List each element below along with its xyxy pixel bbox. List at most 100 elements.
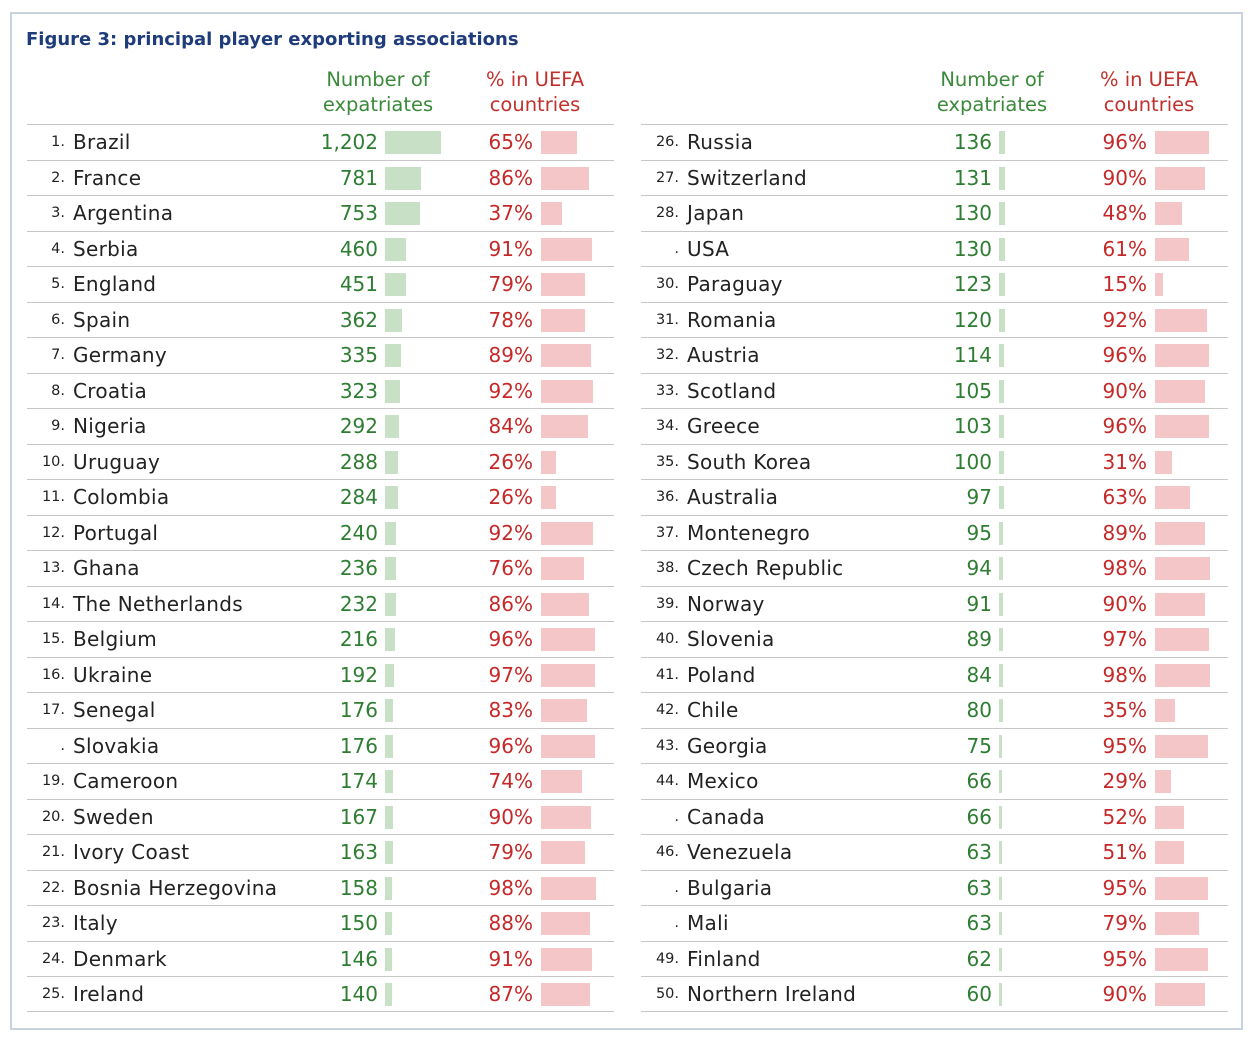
expatriates-bar <box>385 415 399 438</box>
uefa-percent-bar <box>541 734 595 758</box>
table-row: 36. Australia 97 63% <box>641 479 1228 515</box>
table-row: 11. Colombia 284 26% <box>27 479 614 515</box>
expatriates-value-label: 753 <box>339 201 378 225</box>
table-row: 37. Montenegro 95 89% <box>641 514 1228 551</box>
table-row: 50. Northern Ireland 60 90% <box>641 976 1228 1012</box>
row-association-name: Italy <box>73 911 118 935</box>
row-rank: 3. <box>51 205 65 221</box>
row-rank: 30. <box>655 276 679 292</box>
uefa-percent-bar <box>1155 770 1172 793</box>
uefa-percent-bar <box>1155 344 1209 367</box>
table-row: 6. Spain 362 78% <box>27 301 614 338</box>
uefa-percent-bar <box>1155 983 1206 1006</box>
row-association-name: France <box>73 165 142 190</box>
row-rank: 34. <box>655 418 679 434</box>
uefa-percent-label: 91% <box>488 236 533 261</box>
expatriates-bar <box>999 237 1006 261</box>
table-row: 2. France 781 86% <box>27 159 614 196</box>
row-rank: 35. <box>655 453 679 470</box>
row-association-name: Bosnia Herzegovina <box>73 875 278 900</box>
uefa-percent-bar <box>541 841 586 864</box>
row-association-name: The Netherlands <box>73 591 243 616</box>
uefa-percent-label: 90% <box>1102 982 1147 1006</box>
expatriates-bar <box>999 486 1004 509</box>
expatriates-bar <box>999 415 1004 438</box>
expatriates-value-label: 362 <box>339 307 378 332</box>
row-rank: 28. <box>655 205 679 221</box>
uefa-percent-label: 90% <box>1102 165 1147 190</box>
row-rank: 49. <box>655 950 679 967</box>
expatriates-value-label: 60 <box>966 982 992 1006</box>
row-association-name: Mali <box>687 911 729 935</box>
table-row: . Slovakia 176 96% <box>27 727 614 764</box>
expatriates-bar <box>999 983 1002 1006</box>
uefa-percent-label: 51% <box>1102 840 1147 864</box>
expatriates-bar <box>999 628 1004 651</box>
row-rank: 7. <box>51 347 65 363</box>
expatriates-bar <box>385 663 394 687</box>
uefa-percent-bar <box>541 557 584 580</box>
expatriates-bar <box>385 876 393 900</box>
row-association-name: Colombia <box>73 485 170 509</box>
expatriates-value-label: 167 <box>339 804 378 829</box>
row-association-name: Cameroon <box>73 769 179 793</box>
expatriates-value-label: 1,202 <box>320 130 378 154</box>
table-row: . Canada 66 52% <box>641 798 1228 835</box>
expatriates-value-label: 105 <box>953 378 992 403</box>
row-association-name: Poland <box>687 662 756 687</box>
row-association-name: Paraguay <box>687 272 783 296</box>
row-rank: 42. <box>655 702 679 718</box>
expatriates-value-label: 460 <box>339 236 378 261</box>
row-association-name: Croatia <box>73 378 147 403</box>
table-row: 17. Senegal 176 83% <box>27 692 614 728</box>
figure-frame <box>10 12 1243 1030</box>
row-rank: 26. <box>655 134 679 150</box>
expatriates-bar <box>999 912 1002 935</box>
uefa-percent-bar <box>541 344 591 367</box>
uefa-percent-label: 98% <box>1102 662 1147 687</box>
expatriates-bar <box>385 237 407 261</box>
row-rank: 44. <box>655 773 679 789</box>
expatriates-value-label: 451 <box>339 272 378 296</box>
row-rank: 39. <box>655 595 679 612</box>
row-rank: 40. <box>655 631 679 647</box>
expatriates-value-label: 174 <box>339 769 378 793</box>
row-association-name: Georgia <box>687 733 768 758</box>
row-association-name: Slovakia <box>73 733 160 758</box>
uefa-percent-label: 86% <box>488 165 533 190</box>
row-rank: 19. <box>41 773 65 789</box>
row-association-name: Argentina <box>73 201 174 225</box>
expatriates-bar <box>999 734 1003 758</box>
table-row: 1. Brazil 1,202 65% <box>27 124 614 160</box>
uefa-percent-bar <box>541 379 593 403</box>
row-rank: 41. <box>655 666 679 683</box>
table-row: 28. Japan 130 48% <box>641 195 1228 231</box>
expatriates-bar <box>385 202 421 225</box>
row-association-name: Serbia <box>73 236 139 261</box>
table-row: 14. The Netherlands 232 86% <box>27 585 614 622</box>
row-association-name: Australia <box>687 485 779 509</box>
uefa-percent-bar <box>1155 628 1210 651</box>
uefa-percent-bar <box>1155 841 1184 864</box>
row-rank: 43. <box>655 737 679 754</box>
row-association-name: Norway <box>687 591 765 616</box>
expatriates-value-label: 130 <box>953 236 992 261</box>
row-rank: 5. <box>51 276 65 292</box>
expatriates-bar <box>999 947 1002 971</box>
expatriates-value-label: 120 <box>953 307 992 332</box>
uefa-percent-bar <box>1155 202 1182 225</box>
row-association-name: Slovenia <box>687 627 775 651</box>
row-rank: . <box>60 737 65 754</box>
expatriates-value-label: 63 <box>966 875 992 900</box>
expatriates-value-label: 91 <box>966 591 992 616</box>
table-row: 15. Belgium 216 96% <box>27 621 614 657</box>
uefa-percent-bar <box>1155 450 1173 474</box>
expatriates-value-label: 75 <box>966 733 992 758</box>
table-row: 49. Finland 62 95% <box>641 940 1228 977</box>
table-row: 19. Cameroon 174 74% <box>27 763 614 799</box>
expatriates-bar <box>999 557 1004 580</box>
uefa-percent-bar <box>1155 379 1206 403</box>
table-row: 41. Poland 84 98% <box>641 656 1228 693</box>
uefa-percent-bar <box>541 663 596 687</box>
row-association-name: Nigeria <box>73 414 147 438</box>
